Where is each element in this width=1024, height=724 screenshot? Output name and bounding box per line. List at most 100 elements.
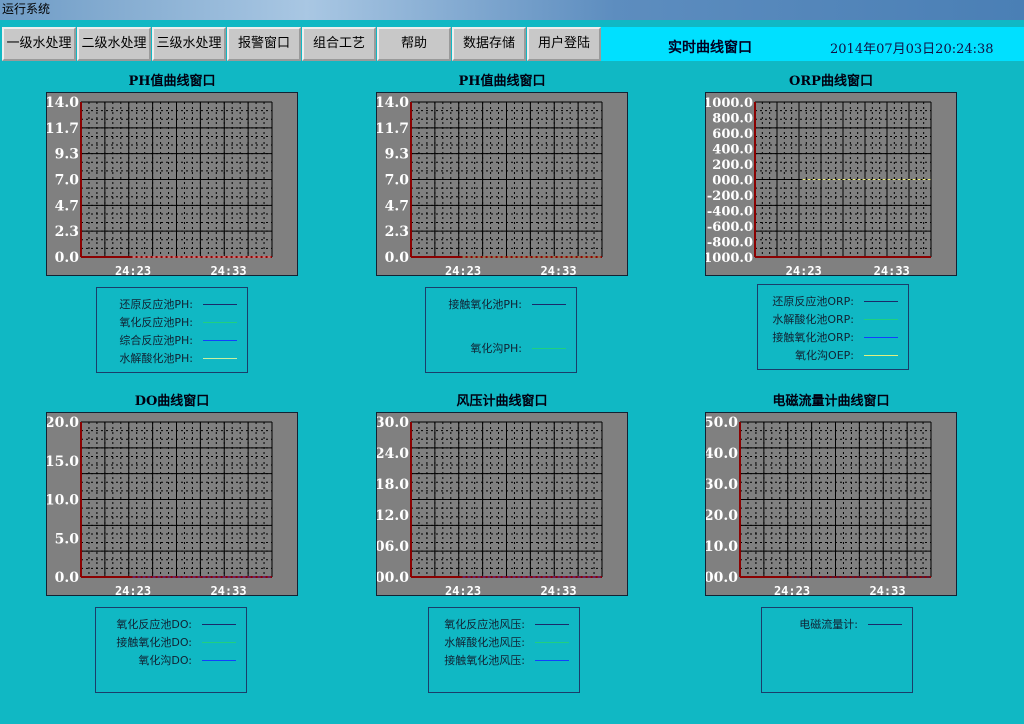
y-tick-label: 400.0 [712, 143, 753, 158]
legend-swatch [203, 339, 237, 341]
x-tick-label: 24:33 [210, 584, 246, 597]
legend-item: 接触氧化池PH: [448, 296, 566, 312]
chart-legend: 氧化反应池DO: 接触氧化池DO: 氧化沟DO: [95, 607, 247, 693]
x-tick-label: 24:23 [774, 584, 810, 597]
chart-legend: 接触氧化池PH: 氧化沟PH: [425, 287, 577, 373]
y-tick-label: 11.7 [47, 121, 79, 137]
chart-svg: 50.0 40.0 30.0 20.0 10.0 00.0 24:23 24:33 [706, 415, 932, 597]
toolbar-button-4[interactable]: 组合工艺 [302, 27, 376, 61]
y-tick-label: 200.0 [712, 158, 753, 173]
y-tick-label: 10.0 [47, 493, 79, 509]
x-tick-label: 24:23 [115, 264, 151, 277]
legend-item: 接触氧化池ORP: [772, 329, 898, 345]
chart-title: PH值曲线窗口 [128, 74, 216, 89]
y-tick-label: 40.0 [706, 446, 738, 462]
legend-label: 接触氧化池DO: [116, 636, 192, 649]
legend-swatch [203, 357, 237, 359]
y-tick-label: 50.0 [706, 415, 738, 431]
x-tick-label: 24:33 [869, 584, 905, 597]
toolbar-button-3[interactable]: 报警窗口 [227, 27, 301, 61]
datetime-display: 2014年07月03日20:24:38 [830, 42, 994, 57]
toolbar-button-5[interactable]: 帮助 [377, 27, 451, 61]
y-tick-label: 600.0 [712, 127, 753, 142]
legend-label: 水解酸化池ORP: [772, 313, 854, 326]
legend-item: 水解酸化池风压: [444, 634, 569, 650]
toolbar-button-7[interactable]: 用户登陆 [527, 27, 601, 61]
legend-label: 氧化沟PH: [470, 342, 522, 355]
legend-swatch [202, 659, 236, 661]
y-tick-label: -800.0 [707, 236, 753, 251]
x-tick-label: 24:23 [786, 264, 822, 277]
legend-swatch [535, 641, 569, 643]
legend-label: 氧化沟DO: [138, 654, 192, 667]
header-bar [601, 27, 1024, 61]
y-tick-label: 5.0 [55, 531, 80, 547]
y-tick-label: 4.7 [385, 198, 409, 214]
legend-swatch [864, 354, 898, 356]
legend-swatch [532, 303, 566, 305]
y-tick-label: -400.0 [707, 205, 753, 220]
legend-item: 综合反应池PH: [119, 332, 237, 348]
window-title: 运行系统 [2, 2, 51, 16]
legend-label: 氧化反应池DO: [116, 618, 192, 631]
y-tick-label: 18.0 [377, 477, 409, 493]
legend-label: 综合反应池PH: [119, 334, 193, 347]
legend-swatch [202, 623, 236, 625]
x-tick-label: 24:33 [874, 264, 910, 277]
y-tick-label: 800.0 [712, 112, 753, 127]
chart-title: 电磁流量计曲线窗口 [772, 394, 890, 409]
legend-item: 氧化沟DO: [138, 652, 236, 668]
legend-label: 水解酸化池PH: [119, 352, 193, 365]
legend-label: 接触氧化池PH: [448, 298, 522, 311]
legend-label: 还原反应池ORP: [772, 295, 854, 308]
y-tick-label: 2.3 [385, 224, 409, 240]
y-tick-label: 9.3 [385, 147, 409, 163]
legend-label: 接触氧化池风压: [444, 654, 525, 667]
legend-item: 氧化反应池风压: [444, 616, 569, 632]
legend-item: 接触氧化池DO: [116, 634, 236, 650]
x-tick-label: 24:23 [445, 264, 481, 277]
y-tick-label: 0.0 [55, 570, 80, 586]
toolbar-button-6[interactable]: 数据存储 [452, 27, 526, 61]
chart-panel: 50.0 40.0 30.0 20.0 10.0 00.0 24:23 24:33 [705, 412, 957, 597]
legend-item: 氧化沟PH: [470, 340, 566, 356]
toolbar-button-1[interactable]: 二级水处理 [77, 27, 151, 61]
chart-svg: 1000.0800.0600.0400.0200.0000.0-200.0-40… [706, 96, 932, 277]
legend-label: 水解酸化池风压: [444, 636, 525, 649]
y-tick-label: 9.3 [55, 147, 79, 163]
chart-legend: 还原反应池PH: 氧化反应池PH: 综合反应池PH: 水解酸化池PH: [96, 287, 248, 373]
legend-label: 氧化沟OEP: [795, 349, 854, 362]
window-title-bar: 运行系统 [0, 0, 1024, 20]
legend-swatch [202, 641, 236, 643]
chart-panel: 1000.0 800.0 600.0 400.0 200.0 000.0 -200.0 -40… [705, 92, 957, 277]
legend-item: 电磁流量计: [799, 616, 902, 632]
legend-swatch [864, 318, 898, 320]
y-tick-label: 7.0 [385, 173, 410, 189]
legend-label: 接触氧化池ORP: [772, 331, 854, 344]
chart-legend: 电磁流量计: [761, 607, 913, 693]
legend-swatch [868, 623, 902, 625]
x-tick-label: 24:33 [210, 264, 246, 277]
chart-legend: 氧化反应池风压: 水解酸化池风压: 接触氧化池风压: [428, 607, 580, 693]
y-tick-label: 1000.0 [706, 96, 753, 111]
y-tick-label: 0.0 [55, 250, 80, 266]
y-tick-label: 00.0 [377, 570, 409, 586]
y-tick-label: 14.0 [47, 95, 79, 111]
legend-item: 氧化反应池PH: [119, 314, 237, 330]
legend-item: 水解酸化池PH: [119, 350, 237, 366]
y-tick-label: 30.0 [706, 477, 738, 493]
legend-item: 接触氧化池风压: [444, 652, 569, 668]
y-tick-label: -200.0 [707, 189, 753, 204]
y-tick-label: 10.0 [706, 539, 738, 555]
y-tick-label: 20.0 [47, 415, 79, 431]
chart-panel: 14.0 11.7 9.3 7.0 4.7 2.3 0.0 24:23 24:33 [376, 92, 628, 277]
y-tick-label: 1000.0 [706, 251, 753, 266]
y-tick-label: 14.0 [377, 95, 409, 111]
toolbar-button-0[interactable]: 一级水处理 [2, 27, 76, 61]
toolbar-button-2[interactable]: 三级水处理 [152, 27, 226, 61]
legend-swatch [535, 659, 569, 661]
legend-item: 氧化沟OEP: [795, 347, 898, 363]
chart-panel: 14.0 11.7 9.3 7.0 4.7 2.3 0.0 24:23 24:33 [46, 92, 298, 277]
y-tick-label: 0.0 [385, 250, 410, 266]
chart-legend: 还原反应池ORP: 水解酸化池ORP: 接触氧化池ORP: 氧化沟OEP: [757, 284, 909, 370]
